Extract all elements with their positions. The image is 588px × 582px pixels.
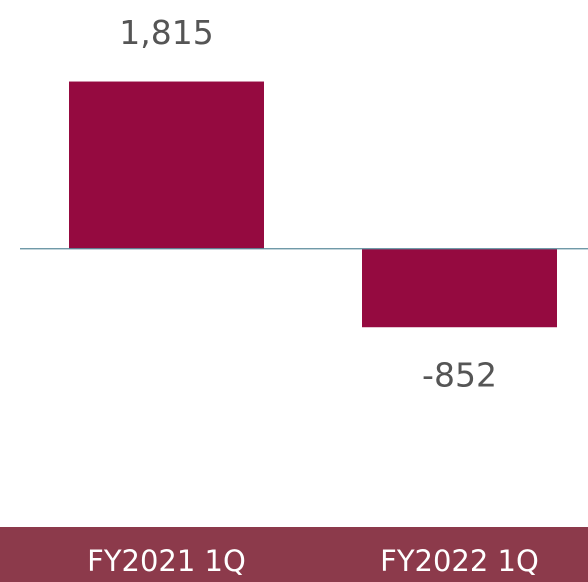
bar	[362, 248, 557, 328]
value-label: 1,815	[119, 13, 213, 52]
x-tick-label: FY2021 1Q	[87, 544, 246, 578]
bar	[69, 81, 264, 249]
category-band	[0, 527, 588, 582]
value-label: -852	[422, 356, 497, 395]
x-tick-label: FY2022 1Q	[380, 544, 539, 578]
